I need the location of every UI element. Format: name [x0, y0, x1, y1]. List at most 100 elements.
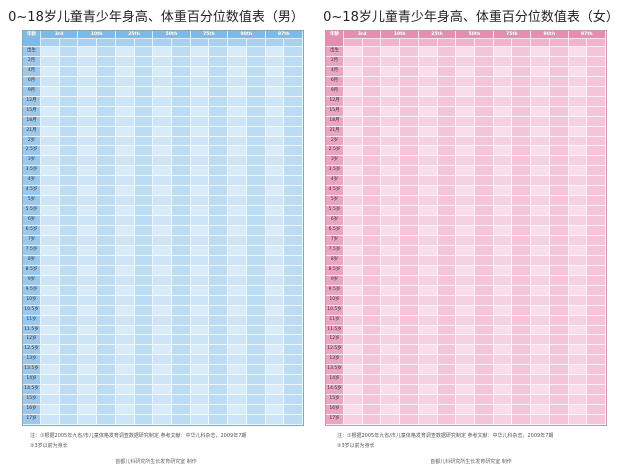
table-cell	[344, 86, 363, 97]
table-cell	[134, 156, 154, 167]
table-cell	[437, 136, 457, 147]
table-cell	[381, 96, 401, 107]
table-cell	[344, 355, 363, 366]
table-cell	[134, 126, 154, 137]
table-cell	[228, 47, 247, 57]
percentile-header: 90th	[531, 31, 569, 39]
table-cell	[512, 156, 532, 167]
table-cell	[381, 136, 401, 147]
age-label: 8岁	[326, 255, 344, 266]
table-cell	[209, 405, 229, 416]
table-cell	[400, 176, 419, 187]
table-cell	[97, 136, 116, 147]
table-cell	[171, 375, 191, 386]
table-cell	[400, 146, 419, 157]
table-cell	[228, 275, 247, 286]
subheader-cell	[97, 39, 116, 47]
table-cell	[512, 76, 532, 87]
table-cell	[209, 76, 229, 87]
table-cell	[59, 156, 79, 167]
table-cell	[97, 375, 116, 386]
table-cell	[549, 76, 569, 87]
table-cell	[153, 385, 172, 396]
growth-table: 年龄 3rd 10th 25th 50th 75th 90th 97th 出生 2月 4月 6月 9月 1…	[325, 30, 607, 426]
table-cell	[228, 335, 247, 346]
table-cell	[171, 285, 191, 296]
table-cell	[284, 66, 303, 77]
table-cell	[568, 146, 588, 157]
table-cell	[246, 295, 266, 306]
table-cell	[418, 245, 438, 256]
table-cell	[549, 385, 569, 396]
table-cell	[381, 365, 401, 376]
table-cell	[228, 186, 247, 197]
table-cell	[587, 136, 606, 147]
table-cell	[568, 116, 588, 127]
age-label: 6.5岁	[23, 226, 41, 236]
table-cell	[344, 226, 363, 236]
table-cell	[284, 405, 303, 416]
table-cell	[171, 96, 191, 107]
table-cell	[228, 96, 247, 107]
table-cell	[474, 385, 494, 396]
table-cell	[153, 96, 172, 107]
table-cell	[134, 47, 154, 57]
table-cell	[97, 196, 116, 207]
table-cell	[362, 236, 382, 246]
table-cell	[531, 325, 550, 336]
table-cell	[381, 295, 401, 306]
table-cell	[587, 156, 606, 167]
table-cell	[381, 265, 401, 276]
table-cell	[59, 56, 79, 67]
table-cell	[246, 86, 266, 97]
subheader-cell	[549, 39, 569, 47]
table-cell	[97, 206, 116, 217]
age-label: 9.5岁	[326, 285, 344, 296]
table-cell	[134, 245, 154, 256]
table-cell	[97, 385, 116, 396]
table-cell	[97, 156, 116, 167]
subheader-cell	[456, 39, 475, 47]
table-cell	[209, 355, 229, 366]
table-cell	[171, 56, 191, 67]
table-cell	[531, 345, 550, 356]
table-cell	[134, 106, 154, 117]
age-label: 4.5岁	[326, 186, 344, 197]
table-cell	[587, 245, 606, 256]
table-cell	[587, 216, 606, 227]
table-cell	[549, 415, 569, 425]
age-label: 14岁	[23, 375, 41, 386]
age-label: 11.5岁	[326, 325, 344, 336]
table-cell	[456, 76, 475, 87]
table-cell	[437, 186, 457, 197]
footnote: ②3岁以前为身长	[30, 443, 68, 449]
table-cell	[531, 47, 550, 57]
table-cell	[78, 245, 98, 256]
table-grid: 年龄 3rd 10th 25th 50th 75th 90th 97th 出生 2月 4月 6月 9月 1…	[326, 31, 606, 425]
table-cell	[246, 265, 266, 276]
table-cell	[78, 365, 98, 376]
table-cell	[284, 56, 303, 67]
table-cell	[153, 245, 172, 256]
table-cell	[344, 136, 363, 147]
table-cell	[97, 355, 116, 366]
table-cell	[437, 315, 457, 326]
table-cell	[171, 405, 191, 416]
table-cell	[456, 355, 475, 366]
table-cell	[265, 395, 285, 406]
table-cell	[97, 226, 116, 236]
table-cell	[418, 66, 438, 77]
table-cell	[59, 415, 79, 425]
table-cell	[153, 156, 172, 167]
table-cell	[59, 47, 79, 57]
table-cell	[531, 136, 550, 147]
table-cell	[362, 285, 382, 296]
age-label: 2岁	[23, 136, 41, 147]
table-cell	[512, 265, 532, 276]
table-cell	[209, 265, 229, 276]
table-cell	[344, 216, 363, 227]
table-cell	[549, 405, 569, 416]
table-cell	[59, 116, 79, 127]
table-cell	[400, 385, 419, 396]
table-cell	[362, 245, 382, 256]
